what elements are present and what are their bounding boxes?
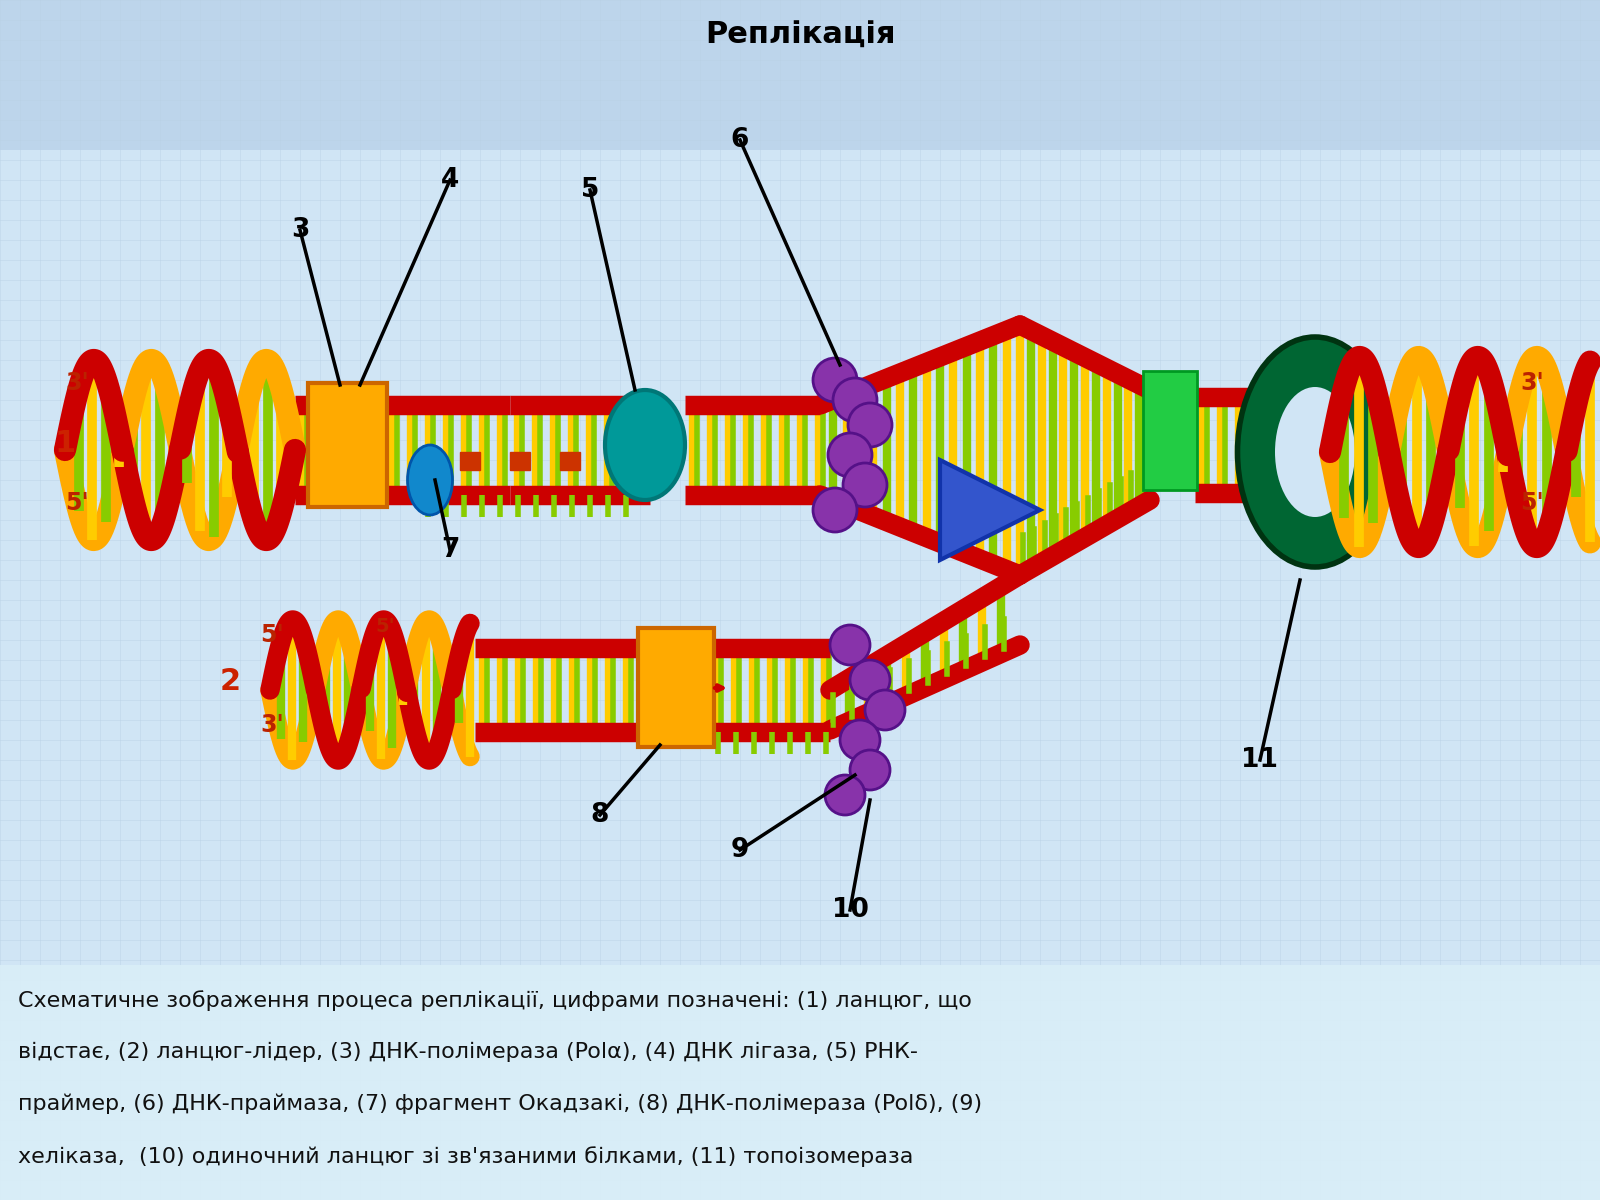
Text: 3: 3 xyxy=(291,217,309,242)
Text: 3': 3' xyxy=(259,713,283,737)
Bar xyxy=(1146,374,1195,485)
FancyBboxPatch shape xyxy=(1142,371,1197,490)
Circle shape xyxy=(830,625,870,665)
Text: 7: 7 xyxy=(442,538,459,563)
FancyBboxPatch shape xyxy=(307,383,387,506)
Ellipse shape xyxy=(1275,386,1355,517)
Text: праймер, (6) ДНК-праймаза, (7) фрагмент Окадзакі, (8) ДНК-полімераза (Polδ), (9): праймер, (6) ДНК-праймаза, (7) фрагмент … xyxy=(18,1094,982,1115)
Text: 11: 11 xyxy=(1242,746,1278,773)
Text: 5': 5' xyxy=(374,617,395,636)
Bar xyxy=(461,452,480,470)
Ellipse shape xyxy=(605,390,685,500)
Text: 5': 5' xyxy=(1520,491,1544,515)
Text: 8: 8 xyxy=(590,802,610,828)
Ellipse shape xyxy=(408,445,453,515)
Text: 4: 4 xyxy=(442,167,459,193)
Text: Схематичне зображення процеса реплікації, цифрами позначені: (1) ланцюг, що: Схематичне зображення процеса реплікації… xyxy=(18,990,971,1010)
Text: хеліказа,  (10) одиночний ланцюг зі зв'язаними білками, (11) топоізомераза: хеліказа, (10) одиночний ланцюг зі зв'яз… xyxy=(18,1146,914,1166)
Circle shape xyxy=(850,660,890,700)
Text: 10: 10 xyxy=(832,898,869,923)
Text: Реплікація: Реплікація xyxy=(704,20,896,49)
Circle shape xyxy=(834,378,877,422)
Circle shape xyxy=(826,775,866,815)
Text: 5: 5 xyxy=(581,176,598,203)
Circle shape xyxy=(850,750,890,790)
Text: 5': 5' xyxy=(259,623,283,647)
FancyBboxPatch shape xyxy=(638,628,714,746)
Bar xyxy=(560,452,579,470)
Ellipse shape xyxy=(1237,337,1392,566)
Circle shape xyxy=(843,463,886,506)
Text: відстає, (2) ланцюг-лідер, (3) ДНК-полімераза (Polα), (4) ДНК лігаза, (5) РНК-: відстає, (2) ланцюг-лідер, (3) ДНК-полім… xyxy=(18,1042,918,1062)
Text: 9: 9 xyxy=(731,838,749,863)
Circle shape xyxy=(813,488,858,532)
Text: 2: 2 xyxy=(221,667,242,696)
Circle shape xyxy=(866,690,906,730)
Text: 5': 5' xyxy=(66,491,88,515)
Circle shape xyxy=(829,433,872,476)
Text: 3': 3' xyxy=(66,371,88,395)
Circle shape xyxy=(840,720,880,760)
Polygon shape xyxy=(941,460,1040,560)
Circle shape xyxy=(813,358,858,402)
Polygon shape xyxy=(0,0,1600,150)
Circle shape xyxy=(848,403,893,446)
Text: 6: 6 xyxy=(731,127,749,152)
Text: 1: 1 xyxy=(54,428,77,458)
Text: 3': 3' xyxy=(1520,371,1544,395)
Bar xyxy=(510,452,530,470)
Polygon shape xyxy=(0,965,1600,1200)
